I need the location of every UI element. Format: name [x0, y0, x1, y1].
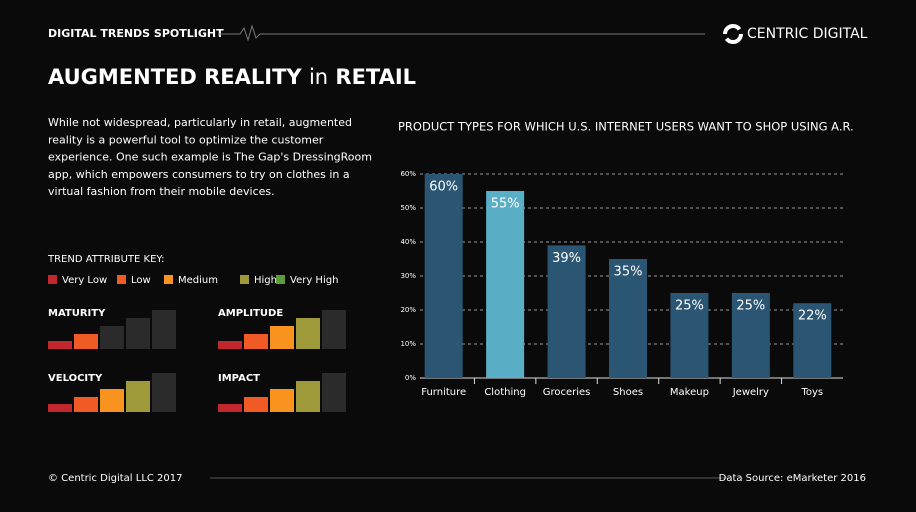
meter-bar	[74, 334, 98, 349]
y-tick-label: 40%	[400, 238, 416, 246]
key-label: Very Low	[62, 275, 107, 286]
intro-line: reality is a powerful tool to optimize t…	[48, 133, 324, 146]
meter-bar	[270, 326, 294, 349]
x-tick-label: Makeup	[670, 387, 709, 398]
value-label: 22%	[798, 309, 827, 324]
meter-bar	[152, 310, 176, 349]
meter-bar	[244, 397, 268, 412]
attribute-name: AMPLITUDE	[218, 308, 283, 319]
x-tick-label: Shoes	[613, 387, 643, 398]
value-label: 39%	[552, 251, 581, 266]
value-label: 25%	[736, 299, 765, 314]
meter-bar	[74, 397, 98, 412]
brand-logo	[723, 24, 743, 44]
y-tick-label: 20%	[400, 306, 416, 314]
attribute-name: IMPACT	[218, 373, 260, 384]
meter-bar	[218, 341, 242, 349]
bar	[670, 293, 709, 378]
y-tick-label: 60%	[400, 170, 416, 178]
key-title: TREND ATTRIBUTE KEY:	[47, 254, 165, 265]
meter-bar	[152, 373, 176, 412]
intro-line: While not widespread, particularly in re…	[48, 116, 352, 129]
intro-line: virtual fashion from their mobile device…	[48, 185, 275, 198]
value-label: 25%	[675, 299, 704, 314]
copyright: © Centric Digital LLC 2017	[48, 473, 183, 484]
x-tick-label: Furniture	[421, 387, 466, 398]
key-swatch	[276, 275, 285, 284]
meter-bar	[270, 389, 294, 412]
bar	[486, 191, 525, 378]
key-label: High	[254, 275, 277, 286]
meter-bar	[48, 404, 72, 412]
meter-bar	[126, 318, 150, 349]
chart-title: PRODUCT TYPES FOR WHICH U.S. INTERNET US…	[398, 120, 854, 134]
meter-bar	[296, 318, 320, 349]
key-swatch	[164, 275, 173, 284]
key-label: Medium	[178, 275, 218, 286]
key-swatch	[240, 275, 249, 284]
bar	[731, 293, 770, 378]
meter-bar	[100, 389, 124, 412]
meter-bar	[100, 326, 124, 349]
attribute-name: VELOCITY	[48, 373, 103, 384]
title-part: RETAIL	[335, 65, 416, 89]
meter-bar	[126, 381, 150, 412]
source: Data Source: eMarketer 2016	[719, 473, 866, 484]
header-rule	[218, 24, 705, 42]
meter-bar	[48, 341, 72, 349]
kicker: DIGITAL TRENDS SPOTLIGHT	[48, 27, 224, 40]
y-tick-label: 10%	[400, 340, 416, 348]
title-part: AUGMENTED REALITY	[48, 65, 302, 89]
x-tick-label: Groceries	[543, 387, 591, 398]
bar	[793, 303, 832, 378]
value-label: 60%	[429, 180, 458, 195]
y-tick-label: 50%	[400, 204, 416, 212]
meter-bar	[322, 310, 346, 349]
brand: CENTRIC DIGITAL	[747, 26, 868, 42]
x-tick-label: Jewelry	[732, 387, 769, 398]
key-swatch	[117, 275, 126, 284]
x-tick-label: Toys	[800, 387, 823, 398]
key-label: Very High	[290, 275, 338, 286]
key-label: Low	[131, 275, 151, 286]
meter-bar	[218, 404, 242, 412]
y-tick-label: 30%	[400, 272, 416, 280]
bar	[424, 174, 463, 378]
value-label: 35%	[614, 265, 643, 280]
meter-bar	[296, 381, 320, 412]
intro-line: experience. One such example is The Gap'…	[48, 151, 372, 164]
bar	[547, 245, 586, 378]
x-tick-label: Clothing	[484, 387, 526, 398]
intro-line: app, which empowers consumers to try on …	[48, 168, 350, 181]
meter-bar	[322, 373, 346, 412]
meter-bar	[244, 334, 268, 349]
bar	[609, 259, 647, 378]
attribute-name: MATURITY	[48, 308, 106, 319]
page-title: AUGMENTED REALITY in RETAIL	[48, 65, 416, 89]
value-label: 55%	[491, 197, 520, 212]
key-swatch	[48, 275, 57, 284]
y-tick-label: 0%	[405, 374, 416, 382]
title-part: in	[309, 65, 328, 89]
